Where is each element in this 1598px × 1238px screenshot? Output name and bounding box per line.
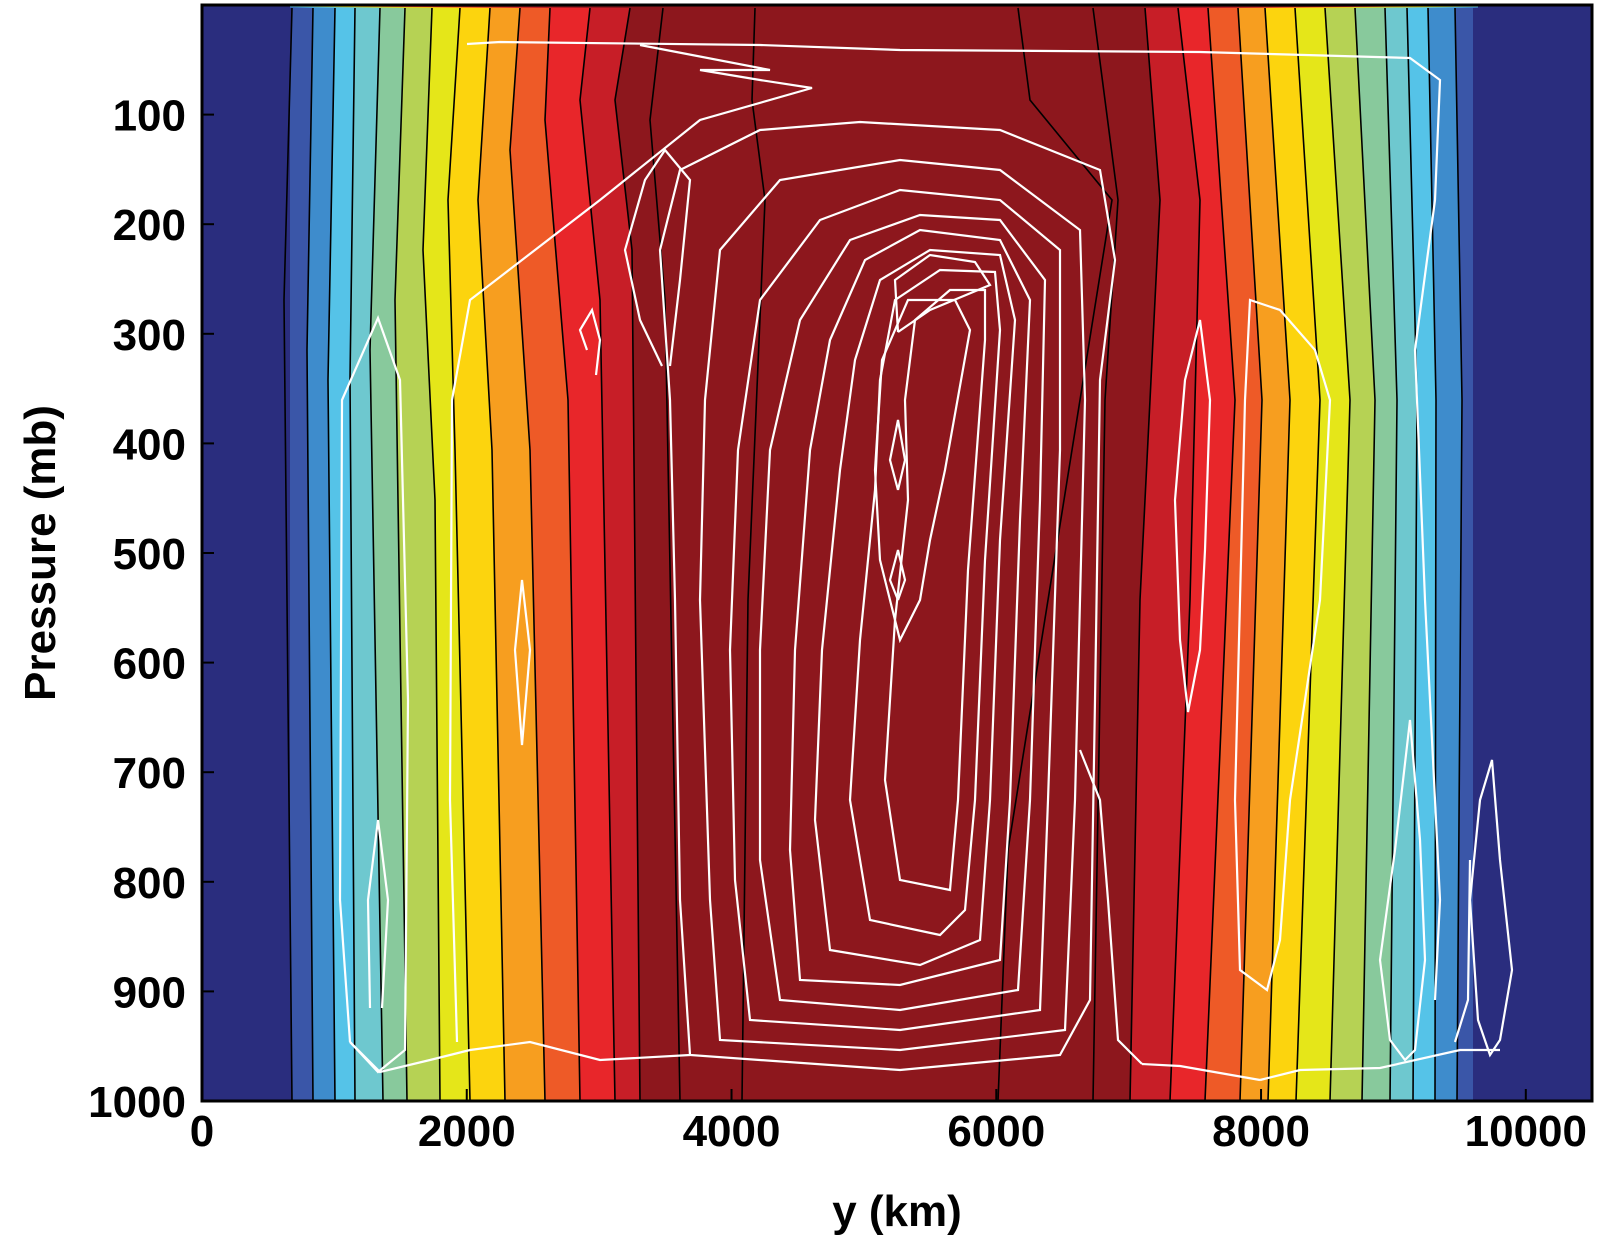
white-contour-line: [1453, 859, 1472, 1043]
y-tick-label: 500: [113, 530, 186, 579]
black-contour-line: [1169, 7, 1201, 1101]
black-contour-line: [422, 7, 441, 1101]
black-contour-line: [447, 7, 471, 1101]
y-tick-label: 700: [113, 749, 186, 798]
black-contour-line: [306, 7, 314, 1101]
black-contour-line: [1354, 7, 1376, 1101]
white-contour-line: [1259, 1048, 1500, 1082]
white-contour-line: [728, 188, 1062, 1032]
y-tick-label: 200: [113, 201, 186, 250]
y-tick-label: 800: [113, 859, 186, 908]
x-axis-label: y (km): [832, 1187, 962, 1236]
x-tick-label: 4000: [683, 1107, 781, 1156]
black-contour-line: [579, 7, 616, 1101]
contour-band: [202, 5, 290, 1101]
black-contour-line: [509, 7, 546, 1101]
white-contour-line: [448, 43, 813, 1043]
white-contour-line: [848, 268, 1002, 937]
x-tick-label: 2000: [418, 1107, 516, 1156]
black-contour-line: [1237, 7, 1263, 1101]
filled-contour-bands: [202, 5, 1592, 1101]
y-tick-label: 400: [113, 420, 186, 469]
white-contour-line: [813, 248, 1017, 967]
y-tick-label: 600: [113, 640, 186, 689]
white-contour-line: [888, 549, 907, 601]
black-contour-line: [283, 7, 293, 1101]
contour-band: [1478, 5, 1592, 1101]
black-contour-line: [544, 7, 581, 1101]
x-tick-label: 6000: [947, 1107, 1045, 1156]
white-contour-line: [1141, 1062, 1261, 1082]
x-axis: 0 2000 4000 6000 8000 10000: [190, 1089, 1587, 1156]
white-contour-line: [623, 148, 692, 367]
black-contour-line: [1324, 7, 1351, 1101]
white-contour-lines: [338, 40, 1514, 1082]
black-contour-line: [614, 7, 641, 1101]
black-contour-line: [1092, 7, 1119, 1101]
x-tick-label: 0: [190, 1107, 214, 1156]
black-contour-line: [477, 7, 506, 1101]
black-contour-line: [1427, 7, 1437, 1101]
black-contour-line: [1129, 7, 1161, 1101]
black-contour-line: [394, 7, 408, 1101]
white-contour-line: [578, 307, 602, 376]
white-contour-line: [513, 579, 532, 746]
white-contour-line: [758, 213, 1047, 1012]
y-axis: 100 200 300 400 500 600 700 800 900 1000: [88, 92, 214, 1127]
white-contour-line: [366, 819, 390, 1009]
y-axis-label: Pressure (mb): [16, 405, 65, 701]
black-contour-line: [1294, 7, 1321, 1101]
x-tick-label: 10000: [1465, 1107, 1587, 1156]
y-tick-label: 300: [113, 311, 186, 360]
white-contour-line: [466, 40, 1442, 1001]
white-contour-line: [338, 315, 410, 1074]
y-tick-label: 1000: [88, 1078, 186, 1127]
white-contour-line: [1378, 719, 1427, 1062]
black-contour-line: [369, 7, 384, 1101]
y-tick-label: 900: [113, 968, 186, 1017]
black-contour-line: [997, 7, 1113, 1101]
white-contour-line: [1173, 319, 1212, 713]
white-contour-line: [658, 120, 1117, 1072]
y-tick-label: 100: [113, 92, 186, 141]
white-contour-line: [1078, 749, 1143, 1065]
white-contour-line: [788, 228, 1032, 987]
white-contour-line: [893, 253, 992, 333]
black-contour-line: [649, 7, 681, 1101]
black-contour-line: [327, 7, 336, 1101]
black-contour-line: [1454, 7, 1463, 1101]
white-contour-line: [349, 1040, 691, 1074]
white-contour-line: [1233, 298, 1332, 992]
black-contour-line: [1204, 7, 1236, 1101]
black-contour-line: [1264, 7, 1291, 1101]
white-contour-line: [888, 419, 907, 491]
white-contour-line: [698, 158, 1087, 1052]
x-tick-label: 8000: [1212, 1107, 1310, 1156]
white-contour-line: [1468, 759, 1514, 1058]
